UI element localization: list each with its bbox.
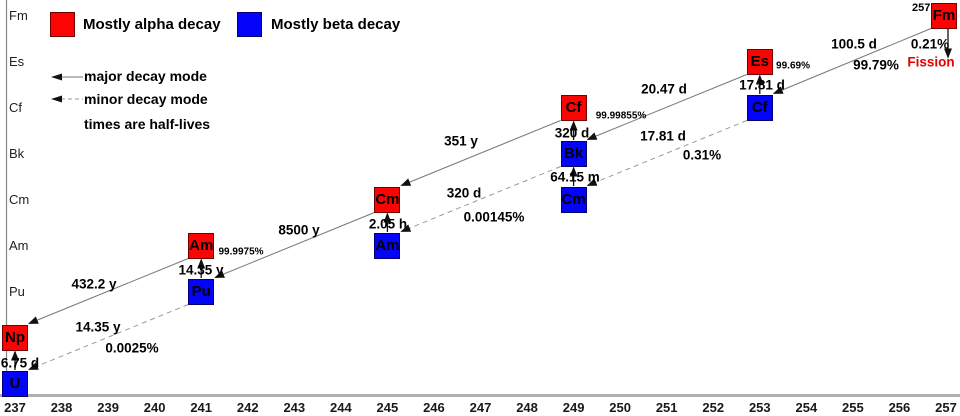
decay-arrow-cf249-cm245 — [400, 120, 561, 186]
mass-tick: 255 — [842, 400, 864, 415]
branch-label-pu241-u237: 0.0025% — [105, 340, 159, 356]
decay-arrow-fm257-cf253 — [772, 28, 932, 94]
mass-tick: 248 — [516, 400, 538, 415]
branch-label-pu241-am241: 99.9975% — [218, 246, 264, 258]
nuclide-symbol: Cm — [375, 191, 400, 208]
mass-tick: 252 — [702, 400, 725, 415]
nuclide-symbol: Np — [5, 329, 25, 346]
mass-tick: 251 — [655, 400, 678, 415]
nuclide-Cm245: Cm — [374, 186, 401, 213]
minor-decay-arrow-icon — [51, 95, 83, 103]
halflife-label-cf249-cm245: 351 y — [444, 133, 478, 149]
nuclide-symbol: Cf — [751, 99, 768, 116]
nuclide-symbol: Cm — [561, 191, 586, 208]
decay-arrow-am241-np237 — [28, 258, 189, 324]
decay-arrow-es253-bk249 — [586, 74, 747, 140]
nuclide-Am241: Am — [188, 232, 215, 259]
halflife-label-cf253-es253: 17.81 d — [739, 77, 785, 93]
halflife-label-u237-np237: 6.75 d — [0, 355, 40, 371]
mass-tick: 243 — [283, 400, 306, 415]
element-row-label: Am — [9, 237, 29, 253]
halflife-label-cm249-bk249: 64.15 m — [550, 169, 600, 185]
element-row-label: Pu — [9, 283, 25, 299]
mass-tick: 254 — [795, 400, 818, 415]
element-row-label: Cm — [9, 191, 30, 207]
decay-arrow-cm245-pu241 — [214, 212, 375, 278]
branch-label-bk249-am245: 0.00145% — [463, 209, 525, 225]
mass-tick: 247 — [469, 400, 492, 415]
nuclide-Cf253: Cf — [746, 94, 773, 121]
mass-tick: 241 — [190, 400, 213, 415]
decay-arrow-pu241-u237 — [28, 304, 189, 370]
fission-label: Fission — [907, 54, 955, 70]
nuclide-symbol: Bk — [564, 145, 584, 162]
element-row-label: Es — [9, 53, 25, 69]
nuclide-Fm257: Fm — [931, 2, 957, 29]
halflife-label-am245-cm245: 2.05 h — [368, 216, 408, 232]
beta-legend-label: Mostly beta decay — [271, 16, 401, 33]
major-decay-mode-label: major decay mode — [84, 68, 207, 84]
halflife-label-pu241-u237: 14.35 y — [75, 319, 121, 335]
mass-tick: 249 — [562, 400, 585, 415]
mass-tick: 240 — [143, 400, 166, 415]
nuclide-symbol: Es — [750, 53, 769, 70]
mass-tick: 245 — [376, 400, 399, 415]
element-row-label: Cf — [9, 99, 22, 115]
mass-tick: 242 — [236, 400, 259, 415]
mass-tick: 237 — [4, 400, 26, 415]
mass-tick: 239 — [97, 400, 119, 415]
nuclide-symbol: Am — [189, 237, 214, 254]
nuclide-symbol: Fm — [932, 7, 956, 24]
branch-label-fm257-cf253: 99.79% — [853, 57, 899, 73]
nuclide-Cm249: Cm — [560, 186, 587, 213]
major-decay-arrow-icon — [51, 73, 83, 81]
branch-label-cf253-es253: 99.69% — [776, 60, 810, 72]
halflife-note-label: times are half-lives — [84, 116, 211, 132]
nuclide-symbol: Pu — [191, 283, 211, 300]
nuclide-symbol: Am — [375, 237, 400, 254]
alpha-legend-swatch — [50, 12, 75, 37]
mass-tick: 257 — [935, 400, 957, 415]
beta-legend-swatch — [237, 12, 262, 37]
halflife-label-es253-bk249: 20.47 d — [641, 81, 687, 97]
halflife-label-pu241-am241: 14.35 y — [178, 262, 224, 278]
branch-label-bk249-cf249: 99.99855% — [595, 110, 647, 122]
nuclide-symbol: U — [9, 375, 21, 392]
alpha-legend-label: Mostly alpha decay — [83, 16, 221, 33]
branch-label-cf253-cm249: 0.31% — [682, 147, 722, 163]
decay-arrow-cf253-cm249 — [586, 120, 747, 186]
halflife-label-am241-np237: 432.2 y — [71, 276, 117, 292]
halflife-label-bk249-cf249: 320 d — [554, 125, 590, 141]
mass-tick: 250 — [609, 400, 631, 415]
decay-arrow-bk249-am245 — [400, 166, 561, 232]
nuclide-U237: U — [2, 370, 28, 397]
nuclide-Cf249: Cf — [560, 94, 587, 121]
halflife-label-cf253-cm249: 17.81 d — [640, 128, 686, 144]
nuclide-Pu241: Pu — [188, 278, 215, 305]
halflife-label-cm245-pu241: 8500 y — [278, 222, 320, 238]
nuclide-Np237: Np — [2, 324, 28, 351]
mass-tick: 238 — [50, 400, 73, 415]
halflife-label-fm257-cf253: 100.5 d — [831, 36, 877, 52]
element-row-label: Bk — [9, 145, 25, 161]
mass-tick: 246 — [423, 400, 445, 415]
nuclide-Es253: Es — [746, 48, 773, 75]
nuclide-Bk249: Bk — [560, 140, 587, 167]
mass-tick: 244 — [329, 400, 352, 415]
nuclide-symbol: Cf — [565, 99, 582, 116]
branch-label-fm257-fission: 0.21% — [910, 36, 950, 52]
element-row-label: Fm — [9, 7, 28, 23]
nuclide-Am245: Am — [374, 232, 401, 259]
nuclide-mass-number: 257 — [912, 1, 931, 14]
minor-decay-mode-label: minor decay mode — [84, 91, 208, 107]
mass-tick: 256 — [888, 400, 911, 415]
halflife-label-bk249-am245: 320 d — [446, 185, 482, 201]
mass-tick: 253 — [748, 400, 771, 415]
